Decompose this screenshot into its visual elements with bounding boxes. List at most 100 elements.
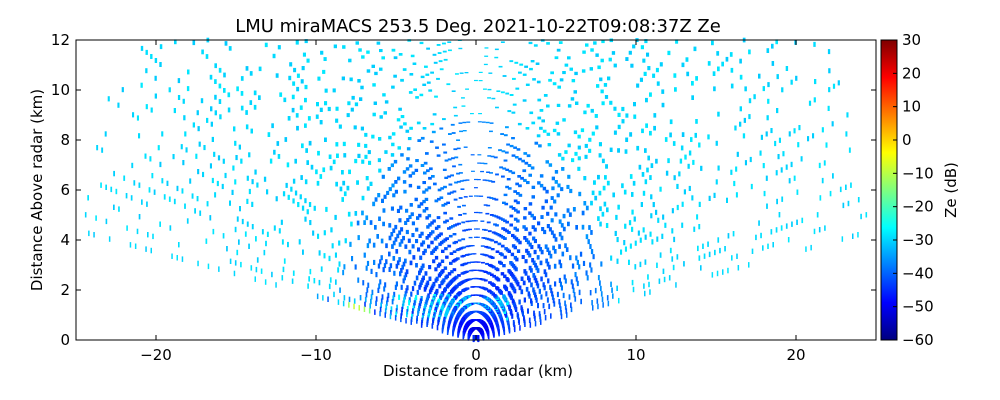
radar-gate bbox=[377, 263, 381, 269]
radar-gate bbox=[417, 247, 421, 252]
radar-gate bbox=[138, 214, 141, 220]
radar-gate bbox=[625, 113, 629, 118]
radar-gate bbox=[184, 203, 186, 209]
radar-gate bbox=[664, 222, 667, 228]
radar-gate bbox=[524, 259, 528, 264]
radar-gate bbox=[327, 106, 331, 112]
radar-gate bbox=[530, 298, 533, 304]
radar-gate bbox=[461, 289, 465, 293]
radar-gate bbox=[412, 308, 414, 314]
radar-gate bbox=[459, 130, 463, 133]
radar-gate bbox=[714, 249, 716, 256]
radar-gate bbox=[391, 299, 394, 305]
radar-gate bbox=[505, 315, 509, 321]
radar-gate bbox=[507, 110, 512, 113]
radar-gate bbox=[671, 256, 674, 262]
radar-gate bbox=[616, 237, 619, 243]
radar-gate bbox=[207, 263, 210, 270]
radar-gate bbox=[533, 310, 535, 316]
radar-gate bbox=[335, 106, 339, 111]
radar-gate bbox=[436, 44, 441, 46]
radar-gate bbox=[547, 278, 550, 284]
radar-gate bbox=[298, 239, 301, 245]
radar-gate bbox=[584, 143, 588, 148]
radar-gate bbox=[177, 95, 181, 100]
radar-gate bbox=[374, 71, 378, 76]
radar-gate bbox=[431, 323, 434, 329]
radar-gate bbox=[480, 162, 485, 164]
radar-gate bbox=[87, 195, 89, 201]
radar-gate bbox=[299, 194, 302, 200]
radar-gate bbox=[790, 161, 793, 168]
radar-gate bbox=[494, 240, 498, 244]
radar-gate bbox=[192, 40, 196, 46]
radar-gate bbox=[617, 124, 621, 130]
radar-gate bbox=[485, 262, 489, 265]
radar-gate bbox=[686, 71, 690, 77]
radar-gate bbox=[357, 142, 361, 147]
radar-gate bbox=[331, 243, 334, 249]
radar-gate bbox=[444, 275, 448, 280]
radar-gate bbox=[688, 150, 692, 156]
radar-gate bbox=[424, 197, 429, 201]
radar-gate bbox=[453, 198, 458, 201]
radar-gate bbox=[437, 233, 441, 238]
radar-gate bbox=[418, 213, 422, 218]
radar-gate bbox=[648, 281, 650, 288]
radar-gate bbox=[287, 194, 290, 200]
radar-gate bbox=[556, 291, 559, 298]
radar-gate bbox=[395, 308, 398, 314]
radar-gate bbox=[338, 124, 342, 129]
radar-gate bbox=[474, 220, 478, 222]
radar-gate bbox=[743, 117, 746, 123]
radar-gate bbox=[358, 305, 360, 311]
radar-gate bbox=[105, 218, 108, 225]
radar-gate bbox=[621, 106, 625, 112]
radar-gate bbox=[433, 182, 437, 186]
radar-gate bbox=[377, 193, 381, 198]
radar-gate bbox=[427, 214, 432, 218]
radar-gate bbox=[173, 198, 176, 205]
y-tick-label: 12 bbox=[51, 31, 70, 49]
radar-gate bbox=[772, 242, 774, 248]
radar-gate bbox=[480, 253, 485, 255]
radar-gate bbox=[550, 288, 553, 294]
radar-gate bbox=[649, 175, 652, 180]
radar-gate bbox=[379, 306, 382, 313]
radar-gate bbox=[632, 180, 636, 186]
radar-gate bbox=[466, 121, 471, 123]
plot-background bbox=[76, 40, 876, 340]
radar-gate bbox=[730, 83, 734, 89]
radar-gate bbox=[209, 215, 212, 221]
radar-gate bbox=[559, 302, 561, 308]
radar-gate bbox=[304, 39, 308, 44]
radar-gate bbox=[276, 141, 280, 146]
radar-gate bbox=[765, 131, 768, 137]
radar-gate bbox=[161, 131, 164, 137]
radar-gate bbox=[264, 42, 268, 48]
radar-gate bbox=[342, 180, 346, 186]
radar-gate bbox=[561, 156, 565, 161]
radar-gate bbox=[409, 203, 413, 207]
radar-gate bbox=[413, 88, 417, 91]
radar-gate bbox=[434, 267, 438, 272]
radar-gate bbox=[644, 290, 646, 297]
radar-gate bbox=[495, 286, 499, 290]
radar-gate bbox=[428, 276, 432, 281]
radar-gate bbox=[456, 147, 461, 150]
radar-gate bbox=[574, 296, 577, 302]
radar-gate bbox=[140, 45, 144, 51]
radar-gate bbox=[210, 106, 213, 112]
radar-gate bbox=[396, 304, 398, 311]
radar-gate bbox=[171, 253, 173, 259]
radar-gate bbox=[397, 146, 401, 150]
radar-gate bbox=[481, 121, 486, 123]
radar-gate bbox=[588, 225, 591, 230]
radar-gate bbox=[564, 300, 566, 306]
radar-gate bbox=[509, 223, 513, 227]
radar-gate bbox=[471, 170, 475, 172]
radar-gate bbox=[557, 183, 561, 188]
radar-gate bbox=[767, 82, 770, 88]
radar-gate bbox=[240, 91, 244, 96]
radar-gate bbox=[396, 260, 400, 266]
